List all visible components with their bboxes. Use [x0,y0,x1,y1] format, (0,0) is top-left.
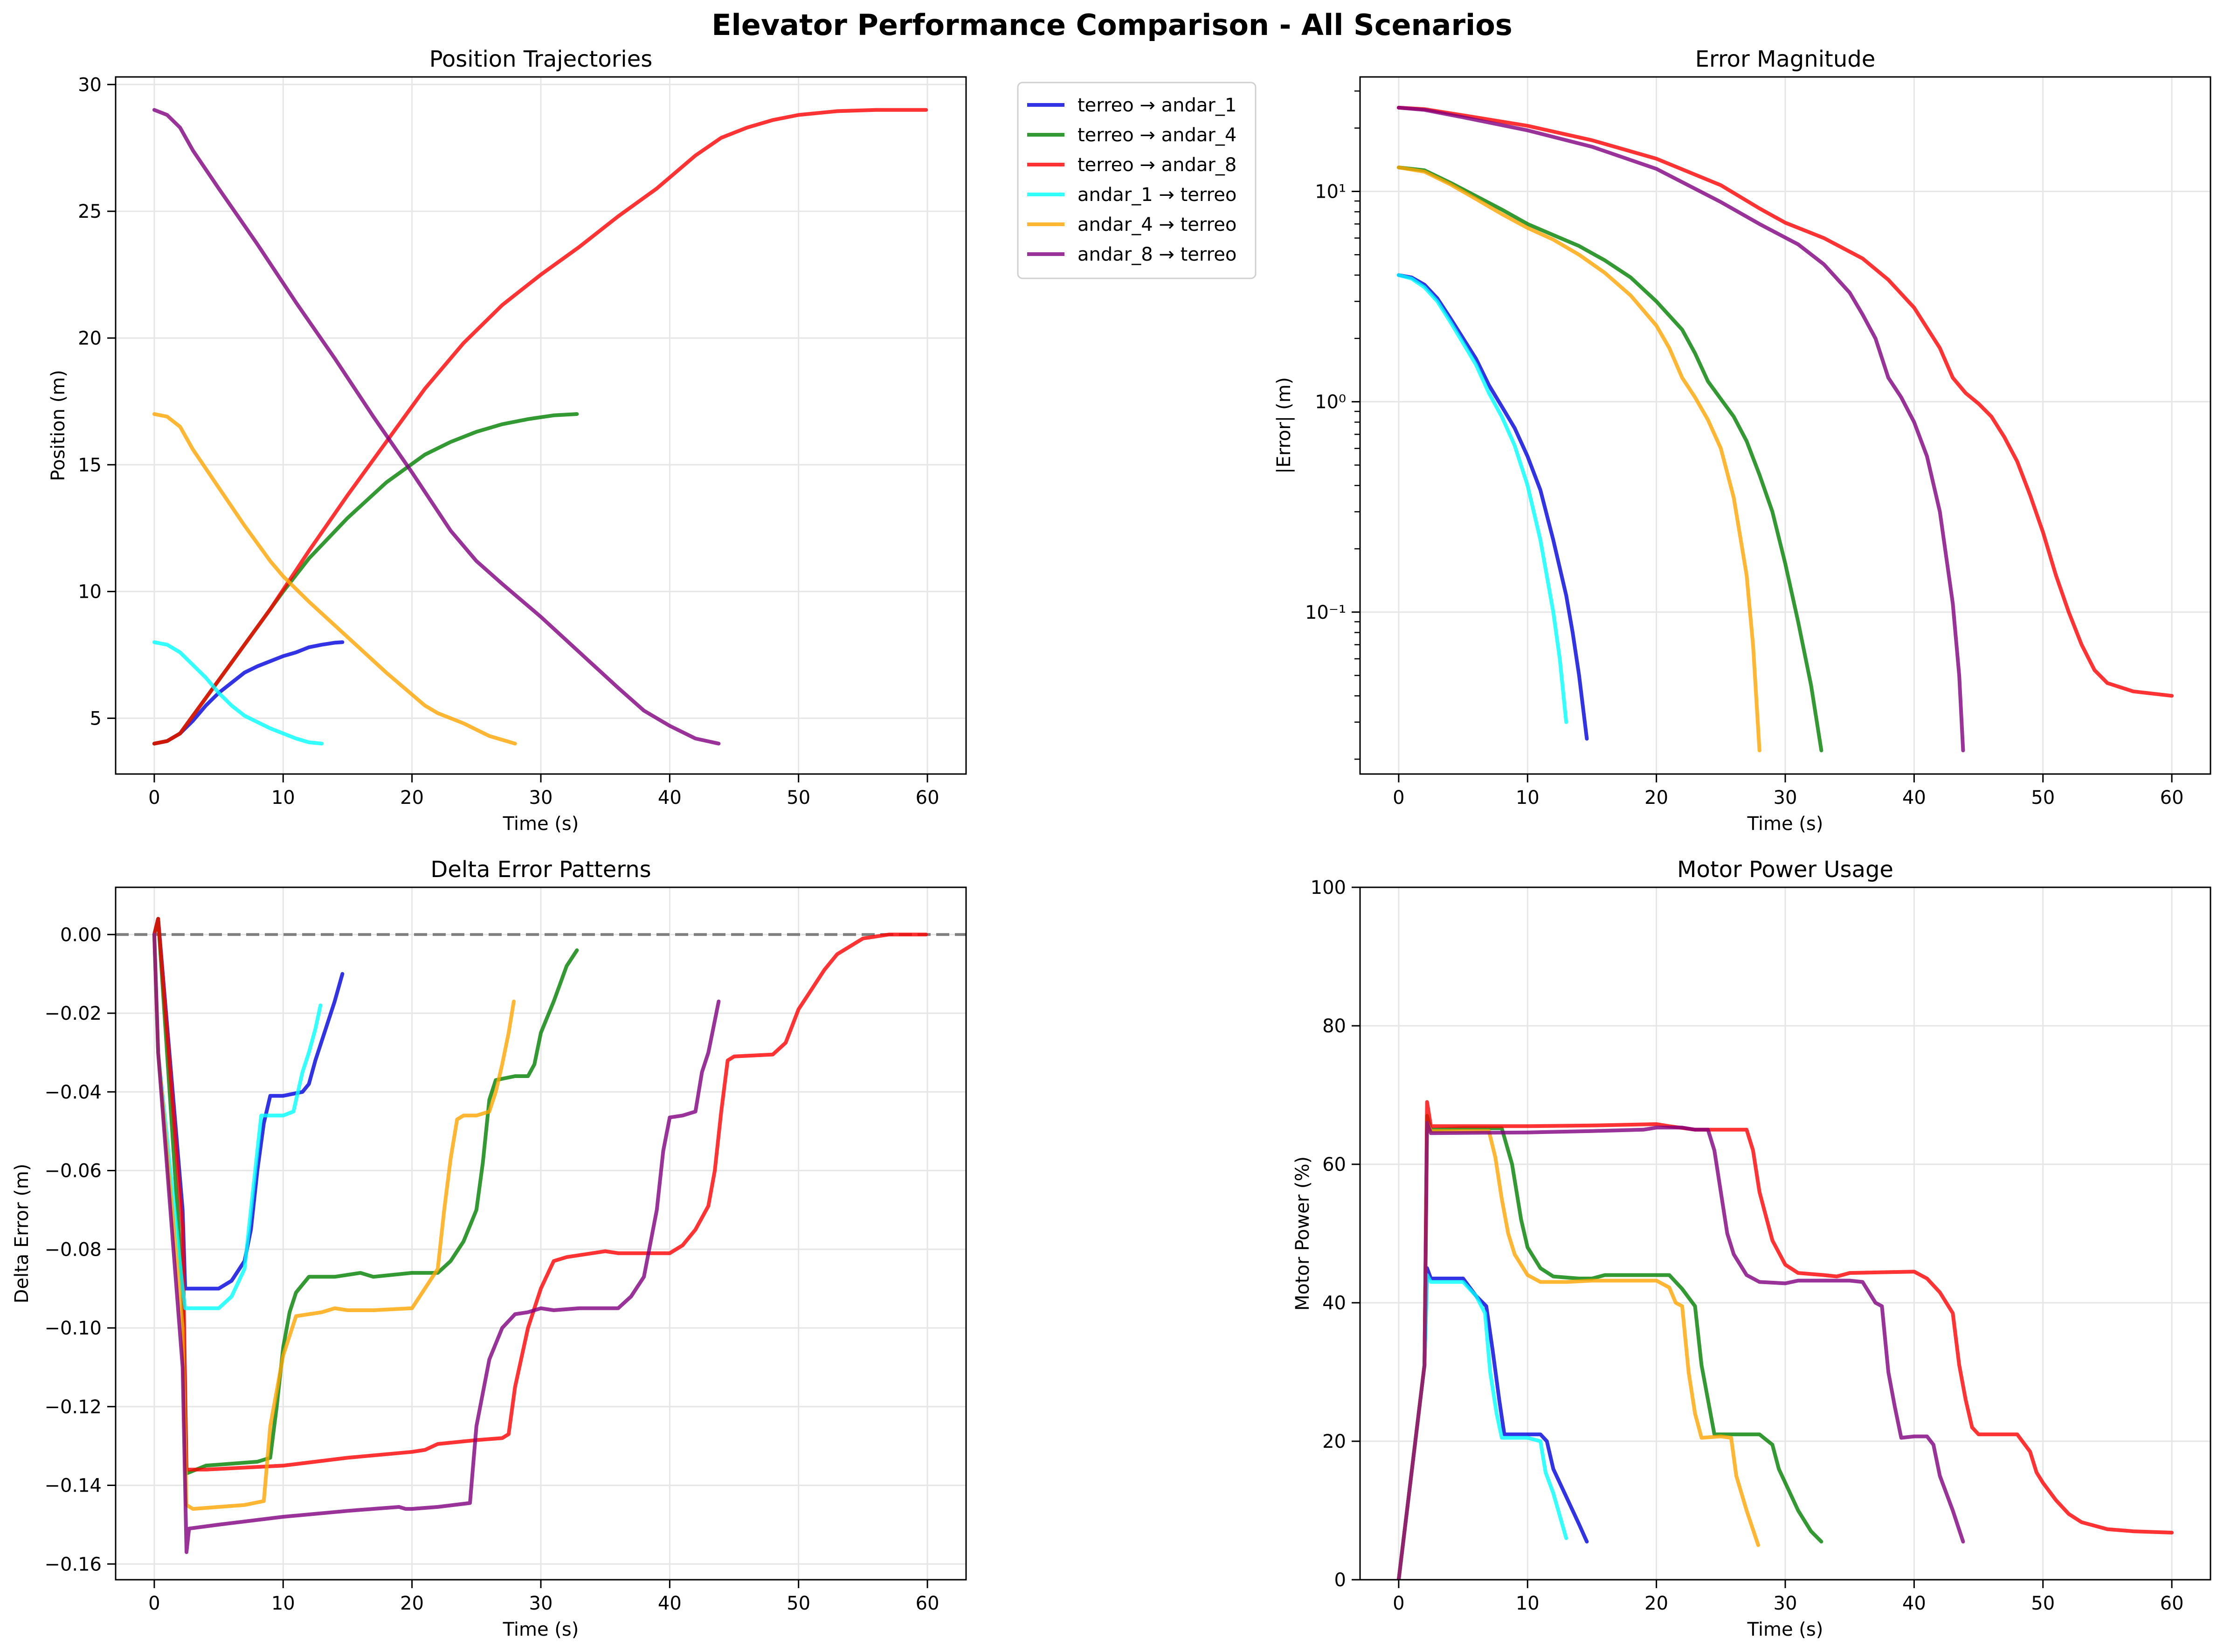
y-tick-label: 15 [78,455,102,476]
series-line [1396,1114,1823,1580]
delta-error-panel: 0 10 20 30 40 50 60 −0.16 −0.14 −0.12 −0.10 −0.08 −0… [11,857,967,1640]
y-tick-label: 10⁰ [1315,392,1346,413]
x-axis-label: Time (s) [503,813,579,835]
y-tick-label: −0.02 [44,1003,102,1024]
series-line [152,412,517,746]
series-line [1396,1100,2174,1580]
y-tick-label: −0.16 [44,1554,102,1575]
error-magnitude-panel: 0 10 20 30 40 50 60 10⁻¹ 10⁰ 10¹ Error Magnitude Ti… [1273,46,2211,835]
x-tick-label: 50 [787,787,810,809]
x-tick-label: 50 [2031,787,2055,809]
y-tick-label: 10 [78,581,102,603]
motor-power-panel: 0 10 20 30 40 50 60 0 20 40 60 80 100 Motor Power Usa… [1292,857,2211,1640]
series-line [152,933,516,1511]
x-tick-label: 0 [148,1593,160,1614]
x-tick-label: 60 [2160,1593,2184,1614]
y-tick-label: 5 [90,708,102,729]
x-tick-label: 60 [2160,787,2184,809]
x-tick-label: 20 [400,1593,424,1614]
x-tick-label: 10 [271,787,295,809]
panel-title: Delta Error Patterns [430,857,651,883]
y-tick-label: 30 [78,74,102,96]
y-tick-label: 80 [1322,1016,1346,1037]
series-line [152,933,721,1554]
x-tick-label: 10 [1516,787,1540,809]
series-line [152,917,579,1476]
y-tick-label: 10¹ [1315,181,1346,202]
y-tick-label: 20 [1322,1431,1346,1452]
x-tick-label: 40 [1902,787,1926,809]
series-line [1396,1120,1965,1580]
y-tick-label: −0.06 [44,1161,102,1182]
series-line [1396,1273,1568,1580]
x-tick-label: 0 [1393,787,1404,809]
x-axis-label: Time (s) [1747,1619,1823,1640]
x-tick-label: 40 [658,1593,682,1614]
y-tick-label: −0.08 [44,1239,102,1260]
y-tick-label: 10⁻¹ [1305,602,1346,623]
y-tick-label: 20 [78,328,102,349]
legend-entry: terreo → andar_4 [1077,124,1236,146]
x-tick-label: 30 [529,1593,553,1614]
x-tick-label: 40 [1902,1593,1926,1614]
x-tick-label: 30 [1774,1593,1797,1614]
y-tick-label: 40 [1322,1293,1346,1314]
x-tick-label: 50 [2031,1593,2055,1614]
y-axis-label: Motor Power (%) [1292,1156,1313,1311]
series-line [1396,166,1823,753]
y-tick-label: −0.10 [44,1318,102,1339]
series-line [1396,273,1589,741]
y-tick-label: 100 [1311,877,1346,899]
panel-title: Position Trajectories [429,46,653,72]
x-tick-label: 10 [1516,1593,1540,1614]
y-tick-label: 25 [78,201,102,222]
y-tick-label: −0.14 [44,1475,102,1497]
x-tick-label: 30 [1774,787,1797,809]
x-tick-label: 20 [400,787,424,809]
x-tick-label: 20 [1644,787,1668,809]
x-tick-label: 30 [529,787,553,809]
legend-entry: andar_4 → terreo [1077,214,1236,235]
x-axis-label: Time (s) [503,1619,579,1640]
x-tick-label: 0 [1393,1593,1404,1614]
legend-entry: terreo → andar_8 [1077,154,1236,176]
y-axis-label: Delta Error (m) [11,1164,33,1304]
y-tick-label: 0.00 [60,924,102,946]
series-line [152,108,928,746]
y-tick-label: −0.12 [44,1396,102,1418]
position-trajectories-panel: 0 10 20 30 40 50 60 5 10 15 20 25 30 Position Traject… [48,46,967,835]
series-line [152,108,721,746]
legend-entry: andar_1 → terreo [1077,184,1236,206]
series-line [1396,166,1761,753]
series-line [152,917,928,1472]
series-line [1396,273,1568,724]
y-axis-label: |Error| (m) [1273,377,1295,474]
x-tick-label: 10 [271,1593,295,1614]
series-line [1396,105,2174,698]
series-line [1396,1266,1589,1580]
panel-title: Error Magnitude [1695,46,1876,72]
x-tick-label: 50 [787,1593,810,1614]
x-tick-label: 60 [916,787,939,809]
x-axis-label: Time (s) [1747,813,1823,835]
legend-entry: terreo → andar_1 [1077,95,1236,116]
y-axis-label: Position (m) [48,370,69,481]
panel-title: Motor Power Usage [1677,857,1893,883]
figure-title: Elevator Performance Comparison - All Sc… [711,8,1513,42]
legend-entry: andar_8 → terreo [1077,244,1236,265]
x-tick-label: 60 [916,1593,939,1614]
series-line [152,933,323,1310]
legend-box [1017,82,1257,279]
y-tick-label: 60 [1322,1154,1346,1175]
y-tick-label: 0 [1334,1569,1346,1591]
y-tick-label: −0.04 [44,1082,102,1103]
series-line [1396,105,1965,753]
x-tick-label: 40 [658,787,682,809]
x-tick-label: 0 [148,787,160,809]
x-tick-label: 20 [1644,1593,1668,1614]
series-line [152,640,324,746]
